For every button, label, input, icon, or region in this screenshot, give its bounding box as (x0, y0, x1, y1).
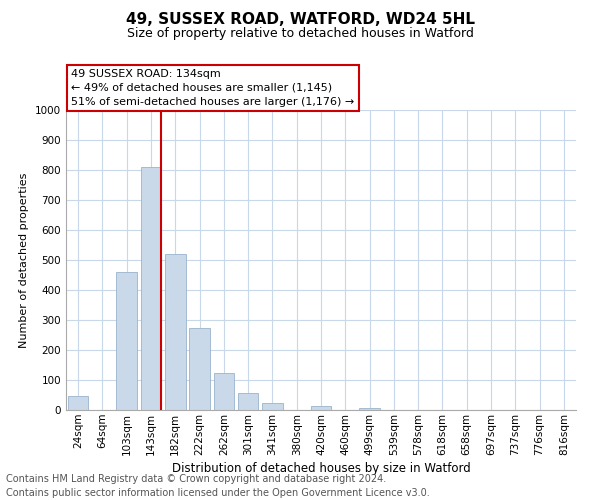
Text: Size of property relative to detached houses in Watford: Size of property relative to detached ho… (127, 28, 473, 40)
Bar (214, 372, 234, 410)
Bar (68, 396, 88, 410)
Bar (359, 408, 380, 410)
Bar (116, 272, 137, 410)
Bar (165, 254, 185, 410)
Bar (189, 328, 210, 410)
Text: Contains HM Land Registry data © Crown copyright and database right 2024.
Contai: Contains HM Land Registry data © Crown c… (6, 474, 430, 498)
Bar (262, 402, 283, 410)
X-axis label: Distribution of detached houses by size in Watford: Distribution of detached houses by size … (172, 462, 470, 475)
Text: 49, SUSSEX ROAD, WATFORD, WD24 5HL: 49, SUSSEX ROAD, WATFORD, WD24 5HL (125, 12, 475, 28)
Bar (140, 167, 161, 410)
Y-axis label: Number of detached properties: Number of detached properties (19, 172, 29, 348)
Bar (311, 406, 331, 410)
Text: 49 SUSSEX ROAD: 134sqm
← 49% of detached houses are smaller (1,145)
51% of semi-: 49 SUSSEX ROAD: 134sqm ← 49% of detached… (71, 69, 355, 107)
Bar (238, 392, 259, 410)
